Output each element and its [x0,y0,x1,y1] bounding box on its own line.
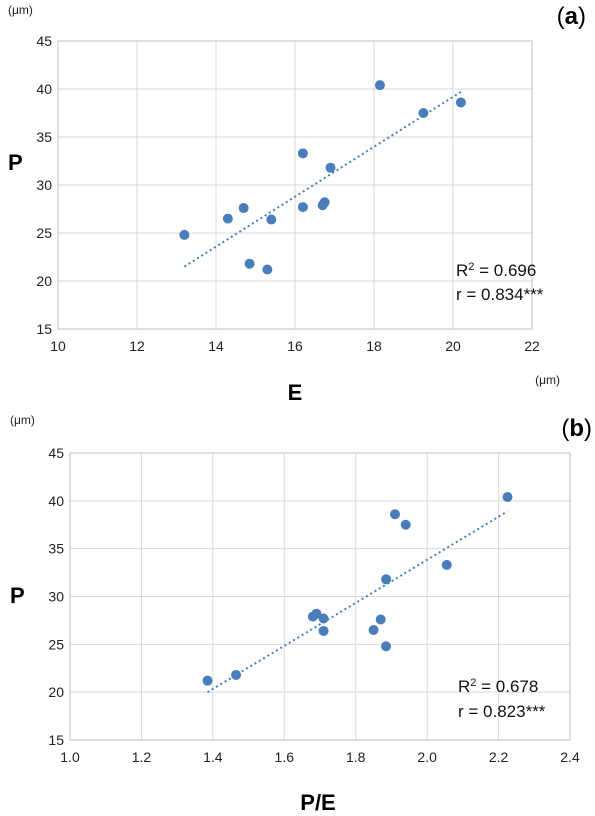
panel-b-x-tick-label: 1.4 [203,749,223,765]
panel-a-data-point [266,214,277,225]
panel-a-data-point [244,258,255,269]
panel-b-points [202,492,513,686]
panel-a-data-point [319,197,330,208]
panel-a-r2-annotation: R2 = 0.696 [456,261,536,280]
panel-b-x-tick-label: 2.4 [560,749,580,765]
panel-a-chart: 10 12 14 16 18 20 22 15 20 25 30 35 40 45 (μm) (μm) (… [8,3,586,405]
panel-a-x-tick-label: 10 [50,338,66,354]
panel-a-y-tick-label: 40 [36,81,52,97]
panel-b-data-point [368,624,379,635]
panel-a-y-tick-label: 25 [36,225,52,241]
panel-b-y-tick-label: 25 [48,636,64,652]
panel-b-y-tick-label: 45 [48,445,64,461]
panel-a-data-point [179,229,190,240]
panel-a-y-axis-label: P [8,150,23,175]
panel-a-tick-labels: 10 12 14 16 18 20 22 15 20 25 30 35 40 45 [36,33,540,354]
panel-b-r-annotation: r = 0.823*** [458,702,546,721]
panel-a-data-point [418,108,429,118]
panel-b-r2-value: 0.678 [496,677,539,696]
panel-b-label: (b) [561,415,592,442]
panel-a-x-tick-label: 18 [366,338,382,354]
panel-a-trendline [183,91,462,268]
panel-b-y-tick-label: 20 [48,684,64,700]
panel-a-data-point [325,162,336,173]
panel-b-x-tick-label: 1.0 [60,749,80,765]
panel-b-plot-frame [69,452,571,741]
panel-a-data-point [374,80,385,91]
panel-b-data-point [318,613,329,624]
panel-b-data-point [231,669,242,680]
panel-b-y-tick-label: 35 [48,541,64,557]
panel-a-y-tick-label: 30 [36,177,52,193]
panel-a-x-tick-label: 22 [524,338,540,354]
panel-a-data-point [238,203,249,214]
panel-a-y-tick-label: 35 [36,129,52,145]
panel-a-y-tick-label: 45 [36,33,52,49]
panel-a-x-tick-label: 12 [129,338,145,354]
panel-b-grid [69,452,571,741]
panel-a-data-point [455,97,466,108]
panel-b-x-tick-label: 1.2 [132,749,152,765]
panel-a-x-tick-label: 20 [445,338,461,354]
panel-a-x-unit: (μm) [535,373,560,387]
panel-b-y-unit: (μm) [10,413,35,427]
panel-a-y-tick-label: 20 [36,273,52,289]
panel-a-y-unit: (μm) [8,3,33,17]
panel-b-tick-labels: 1.0 1.2 1.4 1.6 1.8 2.0 2.2 2.4 15 20 25 30 35 40 45 [48,445,580,765]
panel-b-x-tick-label: 1.8 [346,749,366,765]
panel-a-r2-value: 0.696 [494,261,537,280]
panel-a-data-point [297,202,308,213]
panel-b-y-axis-label: P [10,583,25,608]
panel-a-trendline-segment [183,91,462,268]
panel-b-data-point [202,675,213,686]
panel-b-y-tick-label: 40 [48,493,64,509]
panel-a-data-point [297,148,308,159]
panel-a-data-point [262,264,273,275]
panel-b-x-tick-label: 2.0 [417,749,437,765]
panel-a-x-tick-label: 14 [208,338,224,354]
panel-b-y-tick-label: 15 [48,732,64,748]
panel-b-data-point [400,519,411,530]
panel-b-data-point [381,641,392,652]
panel-b-data-point [441,559,452,570]
panel-a-y-tick-label: 15 [36,321,52,337]
panel-a-x-axis-label: E [288,380,303,405]
panel-b-y-tick-label: 30 [48,589,64,605]
panel-b-trendline-segment [206,510,509,694]
panel-a-data-point [222,213,233,224]
panel-a-r-annotation: r = 0.834*** [456,285,544,304]
panel-a-label: (a) [557,3,586,30]
panel-a-x-tick-label: 16 [287,338,303,354]
panel-b-data-point [502,492,513,503]
panel-b-data-point [390,509,400,520]
panel-b-chart: 1.0 1.2 1.4 1.6 1.8 2.0 2.2 2.4 15 20 25 30 35 40 45 (… [10,413,592,815]
panel-b-x-tick-label: 2.2 [489,749,509,765]
panel-b-data-point [318,625,329,636]
panel-b-r2-annotation: R2 = 0.678 [458,677,538,696]
panel-b-data-point [381,574,392,585]
panel-b-data-point [311,608,322,619]
panel-a-points [179,80,466,275]
panel-b-data-point [375,614,386,625]
panel-b-x-tick-label: 1.6 [275,749,295,765]
panel-a-plot-frame [57,40,533,330]
panel-b-trendline [206,510,509,694]
panel-b-x-axis-label: P/E [300,790,335,815]
